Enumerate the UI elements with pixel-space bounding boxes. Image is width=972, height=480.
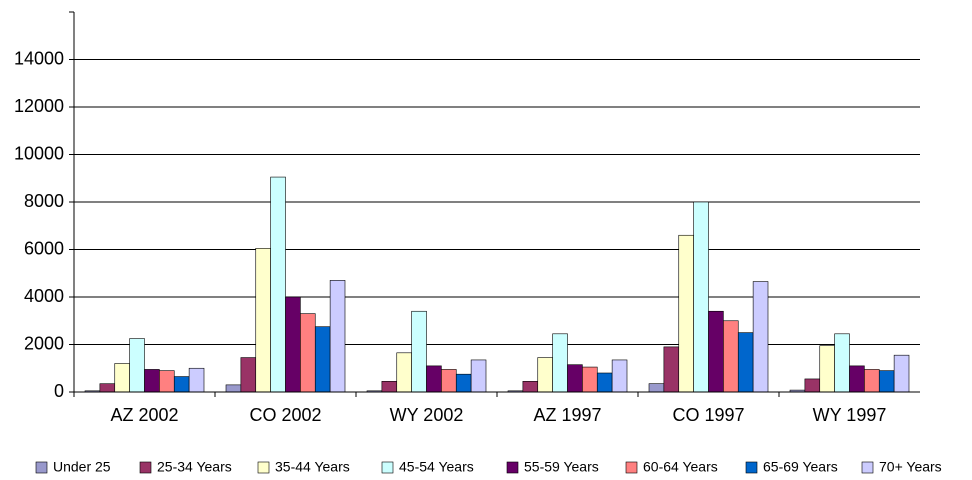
x-tick-label: AZ 1997	[533, 405, 601, 425]
bar	[144, 369, 160, 393]
bar	[470, 359, 487, 393]
y-tick-label: 4000	[24, 286, 64, 306]
y-tick-label: 10000	[14, 143, 64, 163]
y-tick-label: 2000	[24, 333, 64, 353]
bar	[314, 326, 331, 393]
bar	[596, 372, 613, 393]
y-tick-label: 12000	[14, 96, 64, 116]
legend-swatch	[35, 461, 48, 474]
bar	[648, 383, 665, 393]
bar	[129, 338, 145, 393]
bar	[567, 364, 583, 393]
bar	[441, 369, 457, 393]
y-tick-label: 8000	[24, 191, 64, 211]
legend-swatch	[506, 461, 519, 474]
bar	[878, 370, 895, 393]
bar	[270, 176, 286, 393]
y-tick-label: 6000	[24, 238, 64, 258]
x-tick-label: AZ 2002	[110, 405, 178, 425]
legend-label: 35-44 Years	[275, 459, 350, 475]
x-tick-label: CO 1997	[672, 405, 744, 425]
bar	[522, 381, 539, 393]
legend-swatch	[861, 461, 874, 474]
bar	[188, 367, 205, 393]
legend-label: 65-69 Years	[763, 459, 838, 475]
bar	[723, 320, 739, 393]
bar	[708, 310, 724, 393]
legend-label: 45-54 Years	[399, 459, 474, 475]
bar	[693, 201, 709, 393]
bar	[173, 376, 190, 393]
bar	[893, 354, 910, 393]
x-tick-label: CO 2002	[249, 405, 321, 425]
bar	[285, 296, 301, 393]
bar	[411, 310, 427, 393]
bar	[455, 373, 472, 393]
legend-label: 70+ Years	[879, 459, 942, 475]
legend-swatch	[625, 461, 638, 474]
bar	[663, 346, 680, 393]
bar	[99, 383, 116, 393]
bar	[329, 280, 346, 393]
bar	[678, 234, 694, 393]
bar	[582, 366, 598, 393]
bar	[834, 333, 850, 393]
bar	[552, 333, 568, 393]
bar	[225, 384, 242, 393]
legend-swatch	[139, 461, 152, 474]
x-tick-label: WY 2002	[390, 405, 464, 425]
legend-swatch	[257, 461, 270, 474]
legend-label: 55-59 Years	[524, 459, 599, 475]
bar	[381, 381, 398, 393]
bar	[396, 352, 412, 393]
bar	[255, 248, 271, 393]
bar	[804, 378, 821, 393]
bar	[300, 313, 316, 393]
bar	[737, 332, 754, 393]
bar	[537, 357, 553, 393]
legend-label: 25-34 Years	[157, 459, 232, 475]
y-tick-label: 0	[54, 381, 64, 401]
bar	[849, 365, 865, 393]
bar	[864, 369, 880, 393]
bar	[240, 357, 257, 393]
bar	[752, 281, 769, 393]
legend-label: Under 25	[53, 459, 111, 475]
y-tick-label: 14000	[14, 48, 64, 68]
bar	[611, 359, 628, 393]
legend-swatch	[381, 461, 394, 474]
bar	[426, 365, 442, 393]
x-tick-label: WY 1997	[813, 405, 887, 425]
bar	[114, 363, 130, 393]
legend-swatch	[745, 461, 758, 474]
bar	[159, 370, 175, 393]
bar	[819, 345, 835, 393]
legend-label: 60-64 Years	[643, 459, 718, 475]
